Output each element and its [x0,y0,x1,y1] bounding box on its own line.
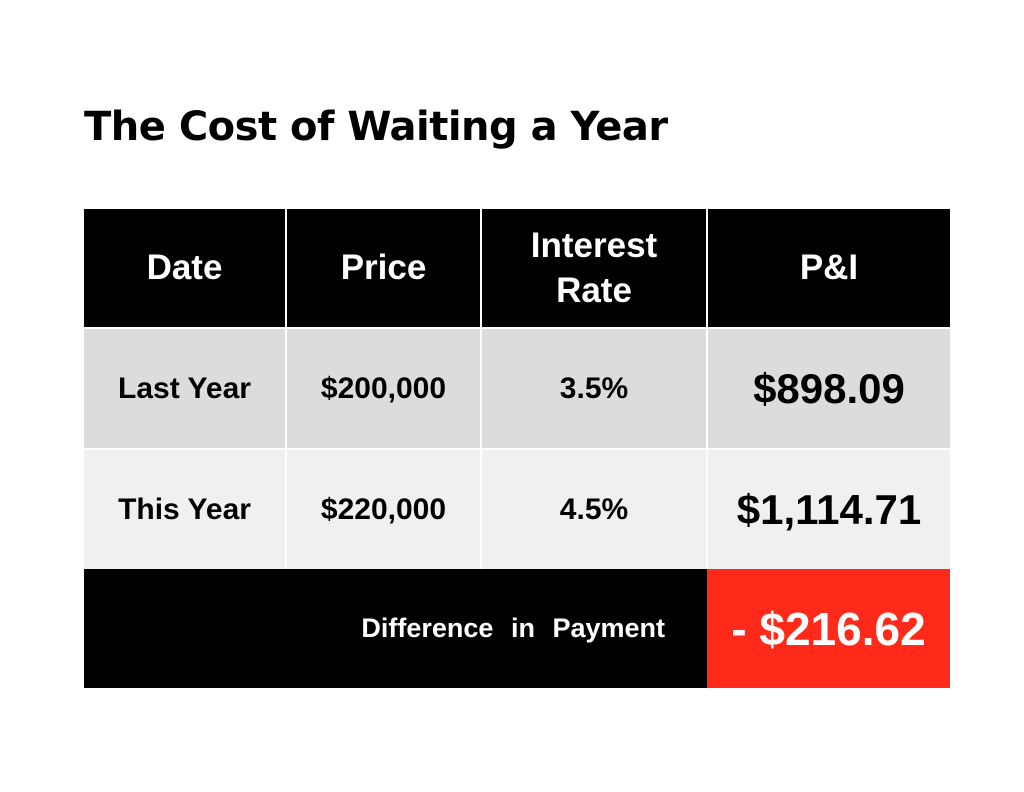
row-price: $200,000 [285,327,481,449]
header-interest-line1: Interest [530,225,658,265]
row-date: Last Year [84,327,286,449]
header-date: Date [84,209,286,328]
difference-row: Difference in Payment - $216.62 [84,569,950,688]
table-row: Last Year $200,000 3.5% $898.09 [84,327,950,449]
header-price: Price [285,209,481,328]
cost-comparison-table: Date Price Interest Rate P&I Last Year $… [84,209,950,688]
table-row: This Year $220,000 4.5% $1,114.71 [84,448,950,569]
row-pi: $898.09 [706,327,950,449]
difference-value: - $216.62 [707,569,950,688]
row-price: $220,000 [285,448,481,569]
row-date: This Year [84,448,286,569]
row-rate: 4.5% [480,448,707,569]
header-pi: P&I [706,209,950,328]
row-pi: $1,114.71 [706,448,950,569]
page-title: The Cost of Waiting a Year [84,104,668,150]
header-interest-rate: Interest Rate [480,209,707,328]
header-interest-line2: Rate [556,271,632,310]
row-rate: 3.5% [480,327,707,449]
difference-label: Difference in Payment [84,569,707,688]
table-header-row: Date Price Interest Rate P&I [84,209,950,328]
